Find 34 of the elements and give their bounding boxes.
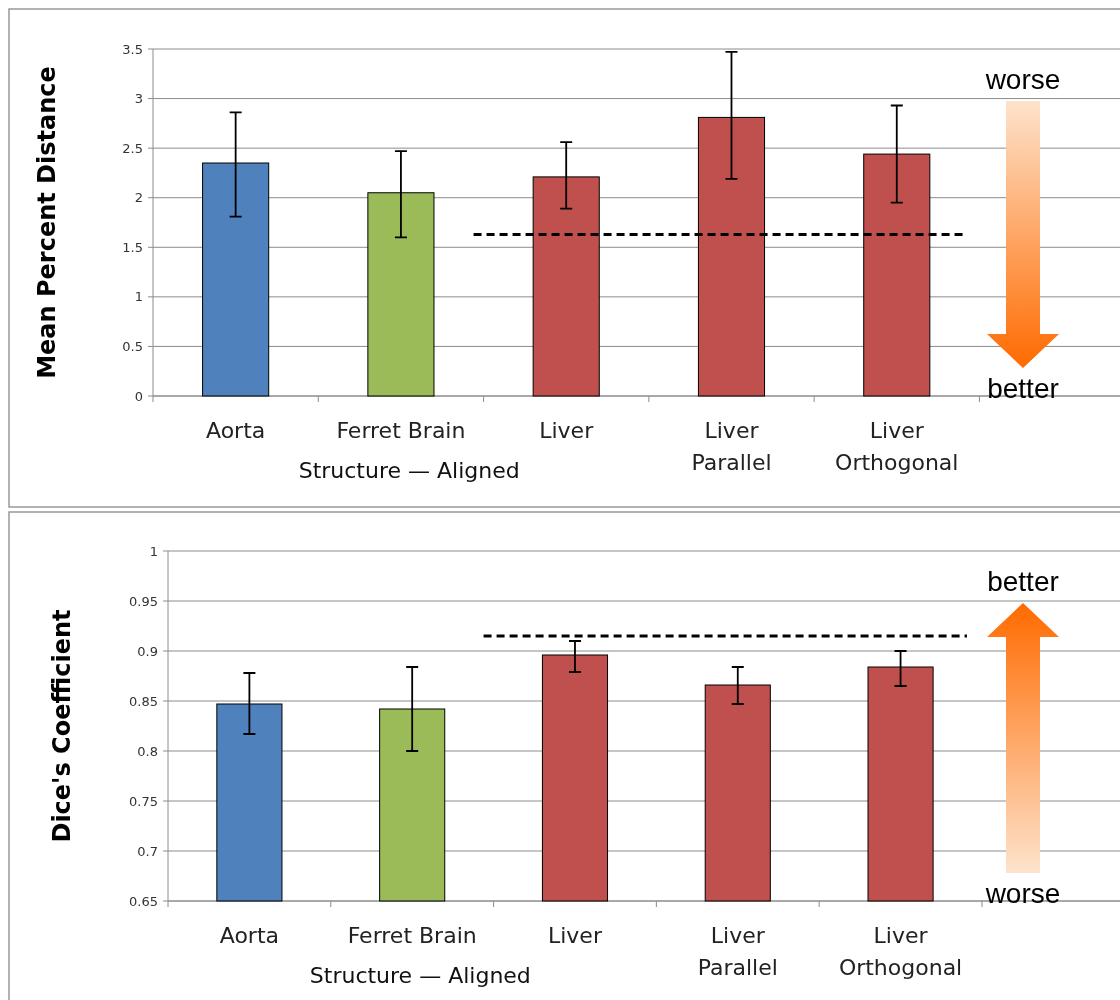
y-tick-label: 0.95 — [129, 593, 158, 609]
x-tick-label: Liver Parallel — [697, 923, 778, 980]
y-tick-label: 0.8 — [137, 743, 158, 759]
y-tick-label: 0.9 — [137, 643, 158, 659]
x-tick-label: Aorta — [219, 923, 280, 948]
y-tick-label: 3 — [134, 91, 143, 107]
x-tick-label: Liver Orthogonal — [838, 923, 963, 980]
y-tick-label: 0 — [134, 388, 143, 404]
y-tick-label: 0.5 — [122, 338, 143, 354]
x-tick-label: Liver — [539, 418, 595, 443]
y-tick-label: 3.5 — [122, 41, 143, 57]
x-tick-label: Liver — [547, 923, 603, 948]
y-tick-label: 2 — [134, 190, 143, 206]
y-tick-label: 0.7 — [137, 843, 158, 859]
x-axis-title: Structure — Aligned — [309, 963, 531, 988]
annotation: better — [987, 373, 1059, 404]
y-tick-label: 2.5 — [122, 140, 143, 156]
annotation: better — [987, 566, 1059, 597]
x-tick-label: Ferret Brain — [347, 923, 477, 948]
y-axis-title: Mean Percent Distance — [33, 66, 61, 379]
y-tick-label: 0.75 — [129, 793, 158, 809]
x-tick-label: Liver Parallel — [691, 418, 772, 475]
y-tick-label: 1 — [134, 289, 143, 305]
y-tick-label: 0.65 — [129, 893, 158, 909]
y-tick-label: 1.5 — [122, 239, 143, 255]
y-tick-label: 0.85 — [129, 693, 158, 709]
annotation: worse — [984, 878, 1061, 909]
x-tick-label: Liver Orthogonal — [835, 418, 959, 475]
x-tick-label: Aorta — [206, 418, 266, 443]
x-axis-title: Structure — Aligned — [298, 458, 520, 483]
x-tick-label: Ferret Brain — [336, 418, 466, 443]
y-axis-title: Dice's Coefficient — [48, 609, 76, 843]
annotation: worse — [984, 64, 1061, 95]
y-tick-label: 1 — [149, 543, 158, 559]
